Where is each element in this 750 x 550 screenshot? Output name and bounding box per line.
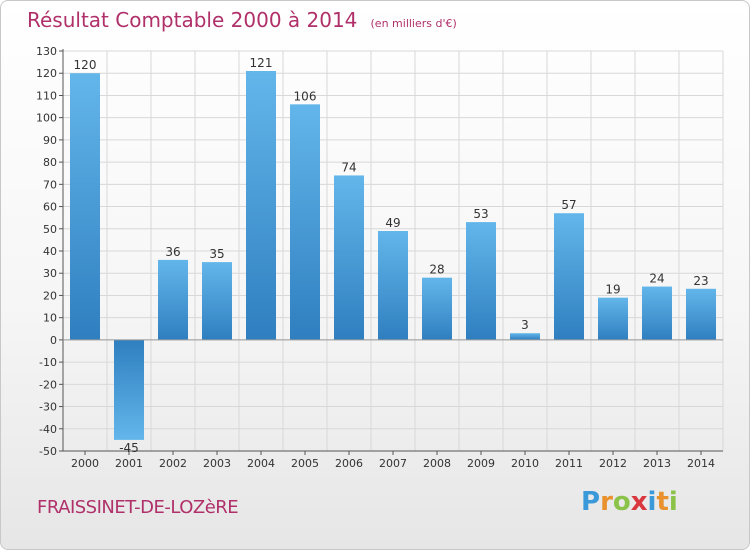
bar	[70, 73, 100, 340]
x-tick-label: 2008	[423, 457, 451, 470]
x-tick-label: 2010	[511, 457, 539, 470]
data-label: -45	[119, 441, 139, 455]
x-tick-label: 2014	[687, 457, 715, 470]
y-tick-label: 80	[43, 156, 57, 169]
data-label: 74	[341, 160, 356, 174]
bar	[598, 297, 628, 340]
x-tick-label: 2007	[379, 457, 407, 470]
y-tick-label: 10	[43, 312, 57, 325]
bar	[642, 286, 672, 340]
y-tick-label: -20	[39, 378, 57, 391]
bar	[686, 288, 716, 340]
bar	[422, 277, 452, 340]
x-tick-label: 2011	[555, 457, 583, 470]
y-tick-label: 90	[43, 134, 57, 147]
bar	[510, 333, 540, 340]
y-tick-label: 40	[43, 245, 57, 258]
chart-subtitle: (en milliers d'€)	[370, 17, 457, 30]
x-tick-label: 2006	[335, 457, 363, 470]
data-label: 53	[473, 207, 488, 221]
proxiti-logo: Proxiti	[581, 487, 678, 517]
bar	[290, 104, 320, 340]
title-row: Résultat Comptable 2000 à 2014 (en milli…	[27, 8, 457, 32]
x-tick-label: 2013	[643, 457, 671, 470]
y-tick-label: 110	[36, 89, 57, 102]
logo-letter: P	[581, 487, 601, 517]
bar	[334, 175, 364, 340]
data-label: 49	[385, 216, 400, 230]
bar	[114, 339, 144, 440]
x-tick-label: 2001	[115, 457, 143, 470]
bar	[202, 262, 232, 340]
x-tick-label: 2009	[467, 457, 495, 470]
data-label: 23	[693, 274, 708, 288]
y-tick-label: 130	[36, 45, 57, 58]
axes: -50 -40 -30 -20 -10 0 10 20 30 40 50 60 70 80 90 100 110…	[36, 45, 723, 470]
data-labels: 120 -45 36 35 121 106 74 49 28 53 3 57 19 24 23	[74, 56, 709, 455]
y-tick-label: 60	[43, 201, 57, 214]
y-tick-label: 20	[43, 289, 57, 302]
y-tick-label: 120	[36, 67, 57, 80]
bar	[158, 259, 188, 340]
logo-letter: i	[668, 487, 678, 517]
y-tick-label: -50	[39, 445, 57, 458]
y-tick-label: 0	[50, 334, 57, 347]
data-label: 28	[429, 263, 444, 277]
x-tick-label: 2012	[599, 457, 627, 470]
y-tick-label: 50	[43, 223, 57, 236]
logo-letter: i	[647, 487, 657, 517]
bars	[70, 71, 716, 440]
data-label: 35	[209, 247, 224, 261]
x-tick-label: 2005	[291, 457, 319, 470]
data-label: 24	[649, 272, 664, 286]
y-tick-label: -40	[39, 423, 57, 436]
bar	[378, 231, 408, 340]
logo-letter: t	[656, 487, 669, 517]
logo-letter: r	[600, 487, 613, 517]
data-label: 57	[561, 198, 576, 212]
x-tick-label: 2000	[71, 457, 99, 470]
data-label: 3	[521, 318, 529, 332]
x-tick-label: 2003	[203, 457, 231, 470]
chart-title: Résultat Comptable 2000 à 2014	[27, 8, 358, 32]
y-tick-label: 100	[36, 112, 57, 125]
x-tick-label: 2002	[159, 457, 187, 470]
x-tick-label: 2004	[247, 457, 275, 470]
data-label: 121	[250, 56, 273, 70]
y-tick-label: -30	[39, 401, 57, 414]
data-label: 120	[74, 58, 97, 72]
data-label: 106	[294, 89, 317, 103]
logo-letter: o	[612, 487, 631, 517]
data-label: 36	[165, 245, 180, 259]
y-tick-label: 30	[43, 267, 57, 280]
y-tick-label: 70	[43, 178, 57, 191]
place-name: FRAISSINET-DE-LOZèRE	[37, 497, 239, 518]
data-label: 19	[605, 283, 620, 297]
bar	[246, 71, 276, 340]
bar	[554, 213, 584, 340]
y-tick-label: -10	[39, 356, 57, 369]
bar	[466, 222, 496, 340]
logo-letter: x	[630, 487, 648, 517]
